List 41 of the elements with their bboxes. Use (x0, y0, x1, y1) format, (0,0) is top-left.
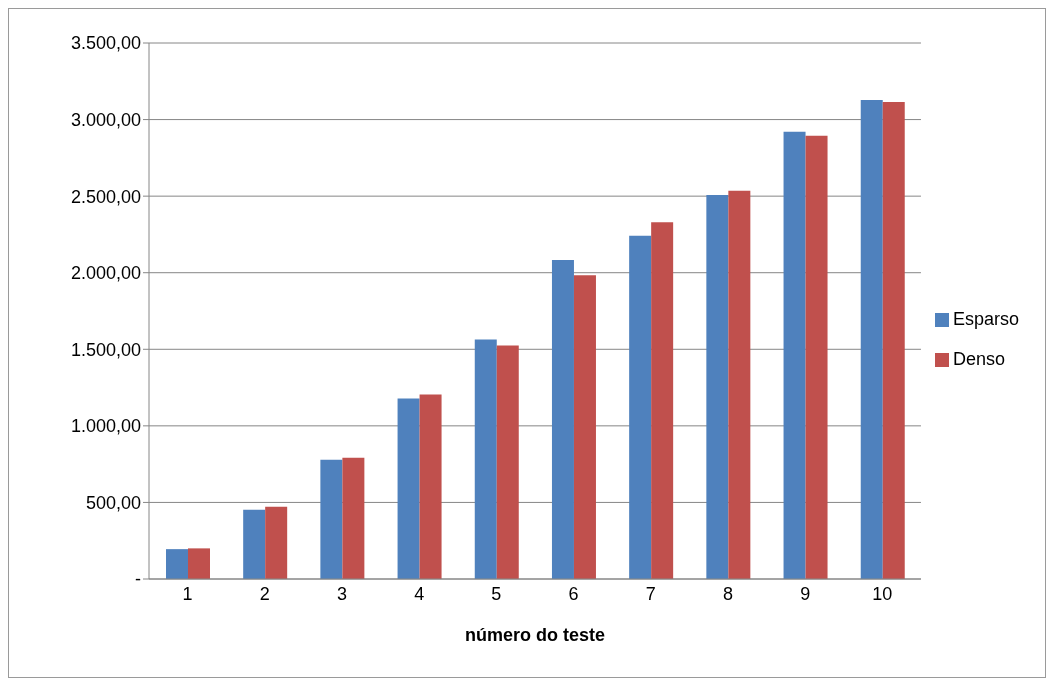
legend-label: Denso (952, 349, 1005, 369)
bar (187, 548, 210, 579)
bar (882, 102, 905, 579)
y-tick-label: - (135, 569, 141, 590)
bar (551, 260, 574, 579)
x-tick-label: 2 (259, 583, 270, 604)
x-tick-label: 6 (568, 583, 579, 604)
bar (320, 459, 343, 579)
bar (342, 457, 365, 579)
legend-label: Esparso (952, 309, 1019, 329)
bar (243, 509, 266, 579)
bar (783, 131, 806, 579)
bar (706, 194, 729, 579)
bar (651, 222, 674, 579)
bar (419, 394, 442, 579)
x-tick-label: 3 (336, 583, 347, 604)
x-tick-label: 10 (872, 583, 893, 604)
y-tick-label: 2.000,00 (70, 263, 141, 284)
x-tick-label: 1 (182, 583, 193, 604)
x-tick-label: 7 (645, 583, 656, 604)
x-tick-label: 4 (414, 583, 425, 604)
bar (496, 345, 519, 579)
y-tick-label: 1.000,00 (70, 416, 141, 437)
bar (474, 339, 497, 579)
x-tick-label: 9 (800, 583, 811, 604)
bar (805, 135, 828, 579)
bar (265, 506, 288, 579)
bar (573, 275, 596, 579)
x-tick-label: 5 (491, 583, 502, 604)
y-tick-label: 3.000,00 (70, 109, 141, 130)
y-tick-label: 500,00 (85, 492, 141, 513)
bar (397, 398, 420, 579)
y-tick-label: 2.500,00 (70, 186, 141, 207)
x-tick-label: 8 (722, 583, 733, 604)
bar (165, 549, 188, 579)
y-tick-label: 3.500,00 (70, 33, 141, 54)
bar (860, 100, 883, 579)
y-tick-label: 1.500,00 (70, 339, 141, 360)
bar (629, 235, 652, 579)
x-axis-title: número do teste (464, 625, 605, 645)
bar (728, 190, 751, 579)
